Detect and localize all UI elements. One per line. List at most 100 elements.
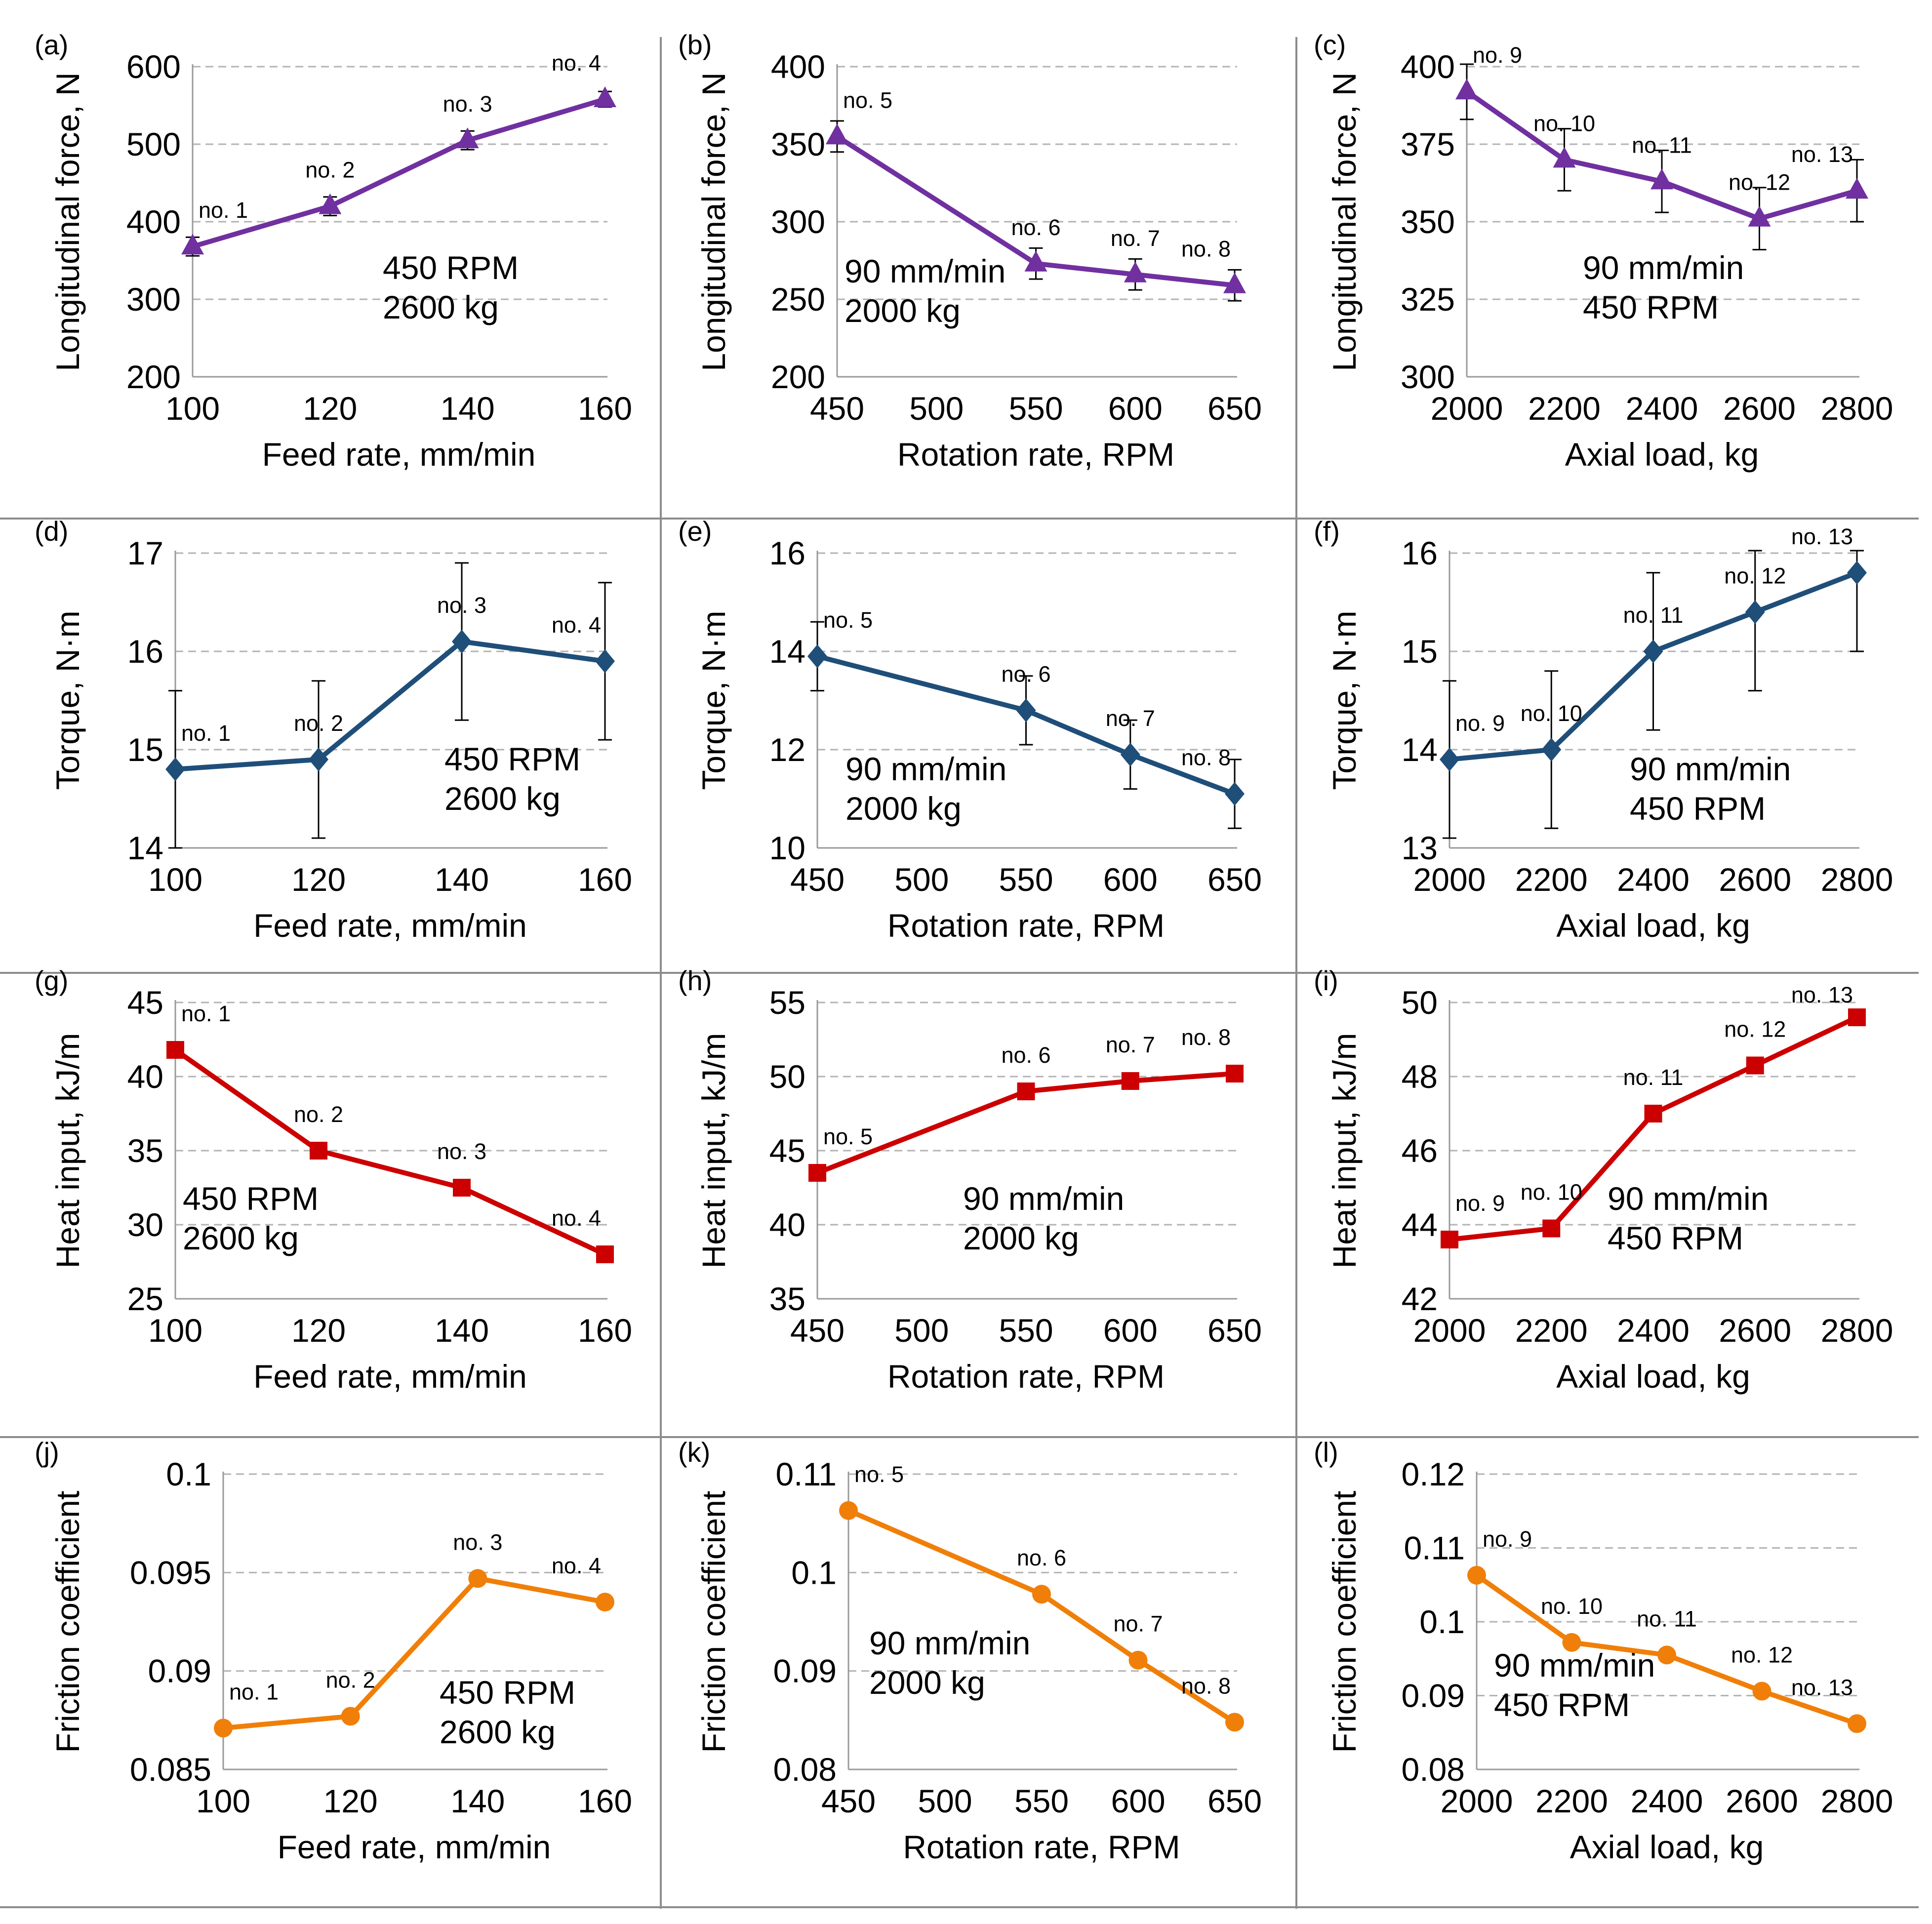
x-tick-label: 650: [1208, 390, 1262, 427]
data-point: [1225, 782, 1245, 806]
x-axis-title: Rotation rate, RPM: [887, 907, 1165, 944]
data-point: [1846, 178, 1868, 199]
panel-label: (h): [678, 965, 712, 996]
data-point: [594, 86, 616, 107]
point-label: no. 5: [823, 1124, 873, 1149]
point-label: no. 13: [1791, 142, 1853, 167]
panel-label: (d): [35, 516, 68, 547]
y-tick-label: 200: [126, 359, 181, 395]
data-point: [165, 757, 185, 781]
point-label: no. 5: [854, 1462, 904, 1487]
condition-annotation: 450 RPM: [1630, 790, 1766, 827]
x-tick-label: 2000: [1413, 1312, 1486, 1349]
point-label: no. 4: [552, 612, 601, 638]
y-tick-label: 0.09: [148, 1653, 211, 1689]
point-label: no. 6: [1017, 1545, 1066, 1570]
y-tick-label: 0.09: [1402, 1678, 1465, 1714]
y-tick-label: 300: [1401, 359, 1455, 395]
y-tick-label: 0.1: [1419, 1603, 1465, 1640]
data-point: [1455, 79, 1478, 100]
y-tick-label: 14: [769, 633, 805, 670]
y-tick-label: 16: [1402, 535, 1438, 571]
point-label: no. 1: [199, 198, 248, 223]
y-tick-label: 42: [1402, 1281, 1438, 1317]
data-point: [808, 1164, 826, 1182]
point-label: no. 8: [1181, 237, 1231, 262]
x-axis-title: Axial load, kg: [1570, 1829, 1764, 1865]
data-point: [1441, 1231, 1458, 1248]
data-point: [1644, 1105, 1662, 1122]
point-label: no. 9: [1455, 711, 1505, 736]
panel-label: (i): [1314, 965, 1338, 996]
y-tick-label: 300: [126, 281, 181, 318]
y-tick-label: 50: [769, 1058, 805, 1095]
x-axis-title: Rotation rate, RPM: [887, 1358, 1165, 1395]
panel-label: (f): [1314, 516, 1340, 547]
data-point: [1748, 205, 1771, 227]
x-tick-label: 100: [148, 1312, 202, 1349]
x-tick-label: 650: [1208, 1312, 1262, 1349]
y-tick-label: 35: [127, 1132, 163, 1169]
data-point: [1032, 1585, 1051, 1604]
data-point: [453, 1179, 471, 1197]
point-label: no. 2: [305, 158, 355, 183]
x-tick-label: 2600: [1719, 861, 1791, 898]
y-tick-label: 250: [771, 281, 825, 318]
data-point: [319, 193, 342, 214]
y-tick-label: 350: [1401, 203, 1455, 240]
point-label: no. 3: [437, 593, 486, 618]
point-label: no. 7: [1111, 226, 1160, 251]
y-axis-title: Friction coefficient: [695, 1491, 732, 1753]
data-point: [214, 1719, 233, 1738]
y-axis-title: Longitudinal force, N: [1326, 72, 1363, 371]
x-tick-label: 550: [999, 861, 1053, 898]
y-tick-label: 40: [769, 1206, 805, 1243]
x-tick-label: 450: [821, 1783, 876, 1819]
condition-annotation: 2000 kg: [845, 790, 962, 827]
x-tick-label: 2600: [1723, 390, 1796, 427]
data-point: [1847, 561, 1867, 585]
point-label: no. 5: [843, 87, 892, 113]
point-label: no. 11: [1623, 602, 1684, 628]
point-label: no. 13: [1791, 982, 1853, 1007]
point-label: no. 13: [1791, 524, 1853, 549]
x-tick-label: 600: [1108, 390, 1163, 427]
x-tick-label: 120: [303, 390, 357, 427]
x-tick-label: 100: [148, 861, 202, 898]
y-tick-label: 40: [127, 1058, 163, 1095]
point-label: no. 2: [326, 1667, 375, 1692]
panel-label: (b): [678, 29, 712, 60]
condition-annotation: 90 mm/min: [1583, 249, 1744, 286]
x-tick-label: 120: [291, 861, 346, 898]
chart-panel-b: 200 250 300 350 400 450 500 550 600 650 Rotation r…: [678, 29, 1262, 473]
x-tick-label: 600: [1103, 1312, 1158, 1349]
x-axis-title: Axial load, kg: [1565, 436, 1759, 473]
data-point: [1752, 1682, 1771, 1701]
y-tick-label: 350: [771, 126, 825, 162]
x-tick-label: 600: [1103, 861, 1158, 898]
x-axis-title: Rotation rate, RPM: [903, 1829, 1180, 1865]
y-tick-label: 50: [1402, 984, 1438, 1021]
x-tick-label: 100: [165, 390, 220, 427]
x-tick-label: 160: [578, 1312, 632, 1349]
y-tick-label: 14: [127, 830, 163, 866]
chart-panel-g: 25 30 35 40 45 100 120 140 160 Feed rate, mm/min H…: [35, 965, 632, 1395]
x-tick-label: 2800: [1821, 390, 1893, 427]
x-axis-title: Feed rate, mm/min: [253, 907, 527, 944]
x-axis-title: Axial load, kg: [1556, 907, 1750, 944]
data-point: [1650, 168, 1673, 190]
data-point: [1121, 1072, 1139, 1090]
data-point: [839, 1501, 858, 1520]
condition-annotation: 90 mm/min: [845, 253, 1006, 289]
point-label: no. 7: [1113, 1611, 1163, 1637]
y-tick-label: 200: [771, 359, 825, 395]
point-label: no. 9: [1483, 1526, 1532, 1552]
chart-panel-h: 35 40 45 50 55 450 500 550 600 650 Rotation rate, …: [678, 965, 1262, 1395]
data-point: [309, 747, 328, 771]
data-point: [1128, 1650, 1148, 1670]
x-tick-label: 2000: [1431, 390, 1503, 427]
condition-annotation: 2600 kg: [444, 780, 561, 817]
x-axis-title: Feed rate, mm/min: [253, 1358, 527, 1395]
point-label: no. 4: [552, 50, 601, 76]
y-tick-label: 30: [127, 1206, 163, 1243]
